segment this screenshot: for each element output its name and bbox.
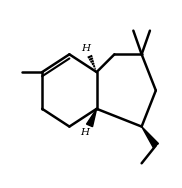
Text: H: H <box>80 128 89 137</box>
Text: H: H <box>81 45 90 54</box>
Polygon shape <box>142 127 159 147</box>
Polygon shape <box>86 109 97 127</box>
